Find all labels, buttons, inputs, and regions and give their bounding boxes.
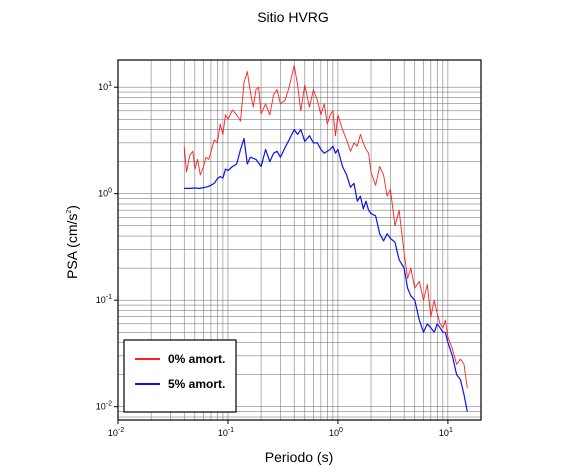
y-axis-label: PSA (cm/s2) [64, 205, 80, 279]
x-tick-label: 10-1 [218, 427, 234, 438]
grid-lines [117, 60, 482, 420]
series-line-1 [184, 129, 468, 412]
y-tick-exp: 0 [108, 188, 112, 195]
y-tick-base: 10 [96, 295, 106, 305]
y-tick-exp: 1 [108, 81, 112, 88]
x-tick-exp: 1 [449, 427, 453, 434]
legend: 0% amort. 5% amort. [123, 339, 237, 413]
y-tick-label: 10-2 [96, 401, 112, 412]
x-tick-exp: -2 [118, 427, 124, 434]
y-tick-base: 10 [98, 82, 108, 92]
y-tick-label: 10-1 [96, 294, 112, 305]
y-tick-exp: -1 [106, 294, 112, 301]
x-tick-exp: 0 [339, 427, 343, 434]
y-tick-base: 10 [98, 189, 108, 199]
y-tick-label: 100 [98, 188, 112, 199]
y-tick-base: 10 [96, 402, 106, 412]
x-tick-base: 10 [218, 428, 228, 438]
chart-title: Sitio HVRG [257, 9, 329, 25]
x-tick-base: 10 [439, 428, 449, 438]
x-tick-label: 101 [439, 427, 453, 438]
y-tick-exp: -2 [106, 401, 112, 408]
y-tick-label: 101 [98, 81, 112, 92]
y-axis-label-exp: 2 [66, 210, 73, 214]
x-tick-exp: -1 [228, 427, 234, 434]
legend-label-1: 5% amort. [168, 377, 225, 391]
x-tick-label: 100 [329, 427, 343, 438]
legend-box [123, 339, 237, 413]
plot-frame [117, 59, 482, 421]
x-tick-label: 10-2 [108, 427, 124, 438]
x-axis-label: Periodo (s) [265, 449, 333, 465]
x-tick-base: 10 [329, 428, 339, 438]
y-axis-label-end: ) [64, 205, 80, 210]
legend-label-0: 0% amort. [168, 352, 225, 366]
series-line-0 [183, 64, 468, 388]
series-layer [183, 64, 468, 412]
y-axis-label-base: PSA (cm/s [64, 214, 80, 279]
x-tick-base: 10 [108, 428, 118, 438]
